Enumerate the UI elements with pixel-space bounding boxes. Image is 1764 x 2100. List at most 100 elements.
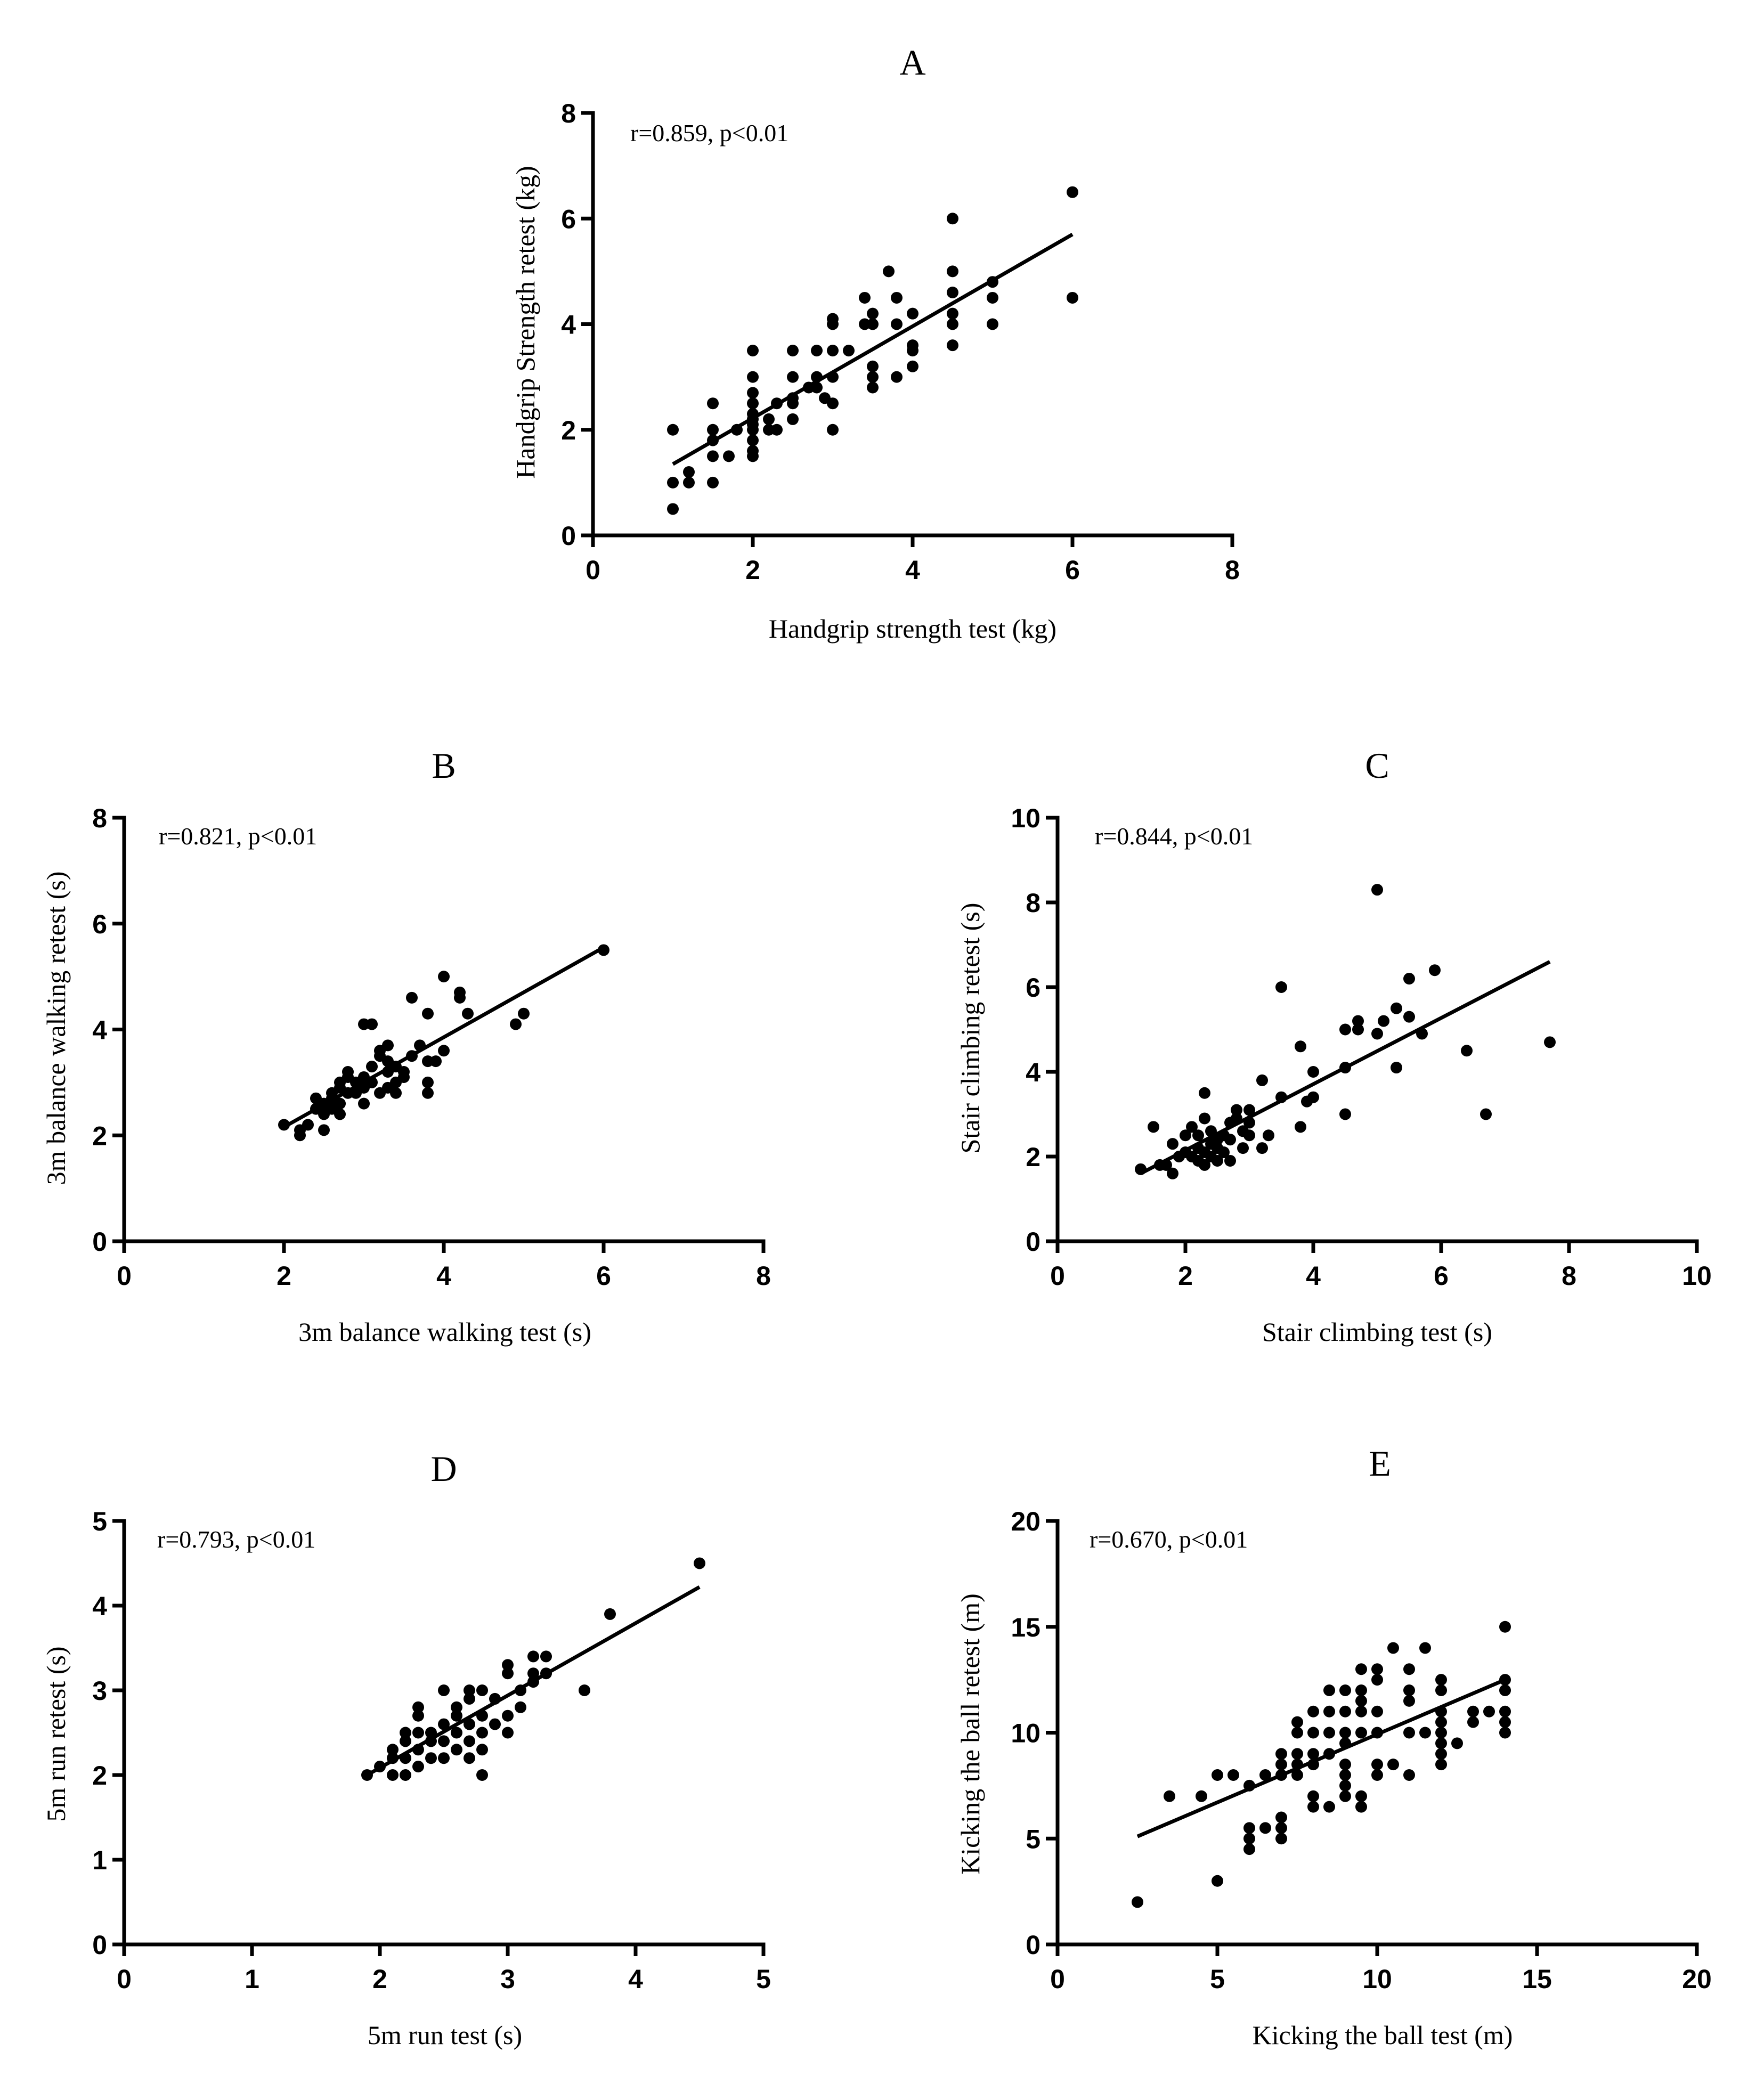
panel-e-data-point bbox=[1307, 1801, 1319, 1813]
panel-e-x-tick-label: 20 bbox=[1682, 1964, 1712, 1994]
panel-d-data-point bbox=[540, 1667, 552, 1680]
panel-e-data-point bbox=[1403, 1727, 1415, 1739]
panel-b-x-tick-label: 8 bbox=[756, 1261, 771, 1291]
panel-letter-e: E bbox=[1369, 1443, 1391, 1484]
panel-c-data-point bbox=[1218, 1146, 1230, 1159]
panel-a-data-point bbox=[747, 397, 759, 410]
panel-c-y-tick-label: 4 bbox=[1026, 1057, 1040, 1087]
panel-e-data-point bbox=[1419, 1642, 1431, 1654]
panel-e-data-point bbox=[1275, 1822, 1287, 1834]
panel-d-data-point bbox=[515, 1684, 526, 1696]
panel-d-x-tick-label: 3 bbox=[500, 1964, 515, 1994]
panel-e-data-point bbox=[1291, 1759, 1303, 1771]
panel-c-data-point bbox=[1256, 1142, 1268, 1154]
panel-d-y-tick-label: 4 bbox=[92, 1591, 107, 1621]
panel-a-data-point bbox=[827, 345, 839, 357]
panel-d-data-point bbox=[540, 1650, 552, 1663]
panel-c-data-point bbox=[1199, 1159, 1210, 1171]
panel-a-data-point bbox=[907, 360, 918, 372]
panel-e-data-point bbox=[1387, 1759, 1399, 1771]
panel-a-data-point bbox=[987, 318, 998, 330]
panel-d-data-point bbox=[412, 1727, 424, 1739]
panel-c-data-point bbox=[1461, 1045, 1473, 1057]
panel-e-data-point bbox=[1403, 1663, 1415, 1675]
panel-a-data-point bbox=[771, 397, 783, 410]
panel-c-data-point bbox=[1275, 1091, 1287, 1103]
panel-c-data-point bbox=[1307, 1066, 1319, 1078]
panel-a-data-point bbox=[891, 291, 903, 304]
panel-c-data-point bbox=[1186, 1121, 1198, 1133]
panel-d-y-tick-label: 0 bbox=[92, 1930, 107, 1960]
panel-c-annotation: r=0.844, p<0.01 bbox=[1095, 823, 1253, 850]
panel-e-data-point bbox=[1371, 1759, 1383, 1771]
panel-e-data-point bbox=[1435, 1748, 1447, 1760]
panel-d-data-point bbox=[387, 1752, 399, 1764]
panel-c-data-point bbox=[1429, 964, 1441, 976]
panel-e-data-point bbox=[1499, 1705, 1511, 1718]
panel-e-data-point bbox=[1243, 1833, 1255, 1845]
panel-c-data-point bbox=[1403, 973, 1415, 985]
panel-b-y-tick-label: 2 bbox=[92, 1121, 107, 1151]
panel-a-data-point bbox=[867, 307, 879, 320]
panel-e-data-point bbox=[1371, 1705, 1383, 1718]
panel-a-data-point bbox=[707, 434, 719, 446]
panel-e-data-point bbox=[1435, 1716, 1447, 1728]
panel-b-data-point bbox=[438, 1045, 450, 1057]
panel-e-data-point bbox=[1355, 1790, 1367, 1802]
panel-e-data-point bbox=[1371, 1727, 1383, 1739]
panel-e-data-point bbox=[1499, 1684, 1511, 1696]
panel-e-data-point bbox=[1212, 1875, 1223, 1887]
panel-a-data-point bbox=[987, 291, 998, 304]
panel-d-data-point bbox=[476, 1710, 488, 1722]
panel-d-x-tick-label: 2 bbox=[372, 1964, 387, 1994]
panel-letter-b: B bbox=[432, 745, 456, 786]
panel-e-data-point bbox=[1307, 1748, 1319, 1760]
panel-a-data-point bbox=[907, 307, 918, 320]
panel-e-annotation: r=0.670, p<0.01 bbox=[1090, 1526, 1248, 1553]
panel-e-y-tick-label: 20 bbox=[1011, 1507, 1040, 1536]
panel-e-data-point bbox=[1435, 1727, 1447, 1739]
panel-d-data-point bbox=[451, 1744, 462, 1756]
panel-c-data-point bbox=[1243, 1117, 1255, 1129]
panel-b-data-point bbox=[414, 1039, 426, 1052]
panel-b-data-point bbox=[390, 1087, 402, 1099]
panel-d-data-point bbox=[451, 1727, 462, 1739]
panel-d-y-tick-label: 1 bbox=[92, 1845, 107, 1875]
panel-d-y-axis-title: 5m run retest (s) bbox=[41, 1646, 71, 1821]
panel-a-data-point bbox=[667, 503, 679, 515]
panel-a-data-point bbox=[907, 339, 918, 352]
panel-c-data-point bbox=[1167, 1167, 1178, 1179]
panel-a-data-point bbox=[667, 424, 679, 436]
panel-b-plot-area: 0 2 4 6 8 0 2 4 6 8 bbox=[92, 803, 771, 1291]
panel-a-x-tick-label: 6 bbox=[1065, 555, 1080, 585]
panel-c-data-point bbox=[1339, 1108, 1351, 1120]
panel-a-data-point bbox=[747, 408, 759, 420]
panel-c-data-point bbox=[1231, 1112, 1242, 1125]
panel-d-y-tick-label: 3 bbox=[92, 1676, 107, 1706]
panel-e-data-point bbox=[1323, 1727, 1335, 1739]
panel-e-data-point bbox=[1467, 1705, 1479, 1718]
panel-letter-c: C bbox=[1365, 745, 1389, 786]
panel-c-data-point bbox=[1180, 1129, 1191, 1142]
panel-d-data-point bbox=[400, 1735, 411, 1747]
panel-e-data-point bbox=[1355, 1801, 1367, 1813]
panel-e-data-point bbox=[1307, 1759, 1319, 1771]
panel-a-data-point bbox=[867, 360, 879, 372]
panel-e-y-tick-label: 0 bbox=[1026, 1930, 1040, 1960]
panel-a-x-tick-label: 0 bbox=[586, 555, 600, 585]
panel-c-data-point bbox=[1224, 1154, 1236, 1167]
panel-a-data-point bbox=[747, 387, 759, 399]
panel-e-plot-area: 0 5 10 15 20 0 5 10 15 20 bbox=[1011, 1507, 1711, 1994]
panel-e-data-point bbox=[1499, 1621, 1511, 1633]
panel-a-data-point bbox=[747, 371, 759, 383]
panel-a-annotation: r=0.859, p<0.01 bbox=[630, 119, 788, 146]
panel-a-y-tick-label: 6 bbox=[561, 204, 576, 234]
panel-c-plot-area: 0 2 4 6 8 10 0 2 4 6 8 10 bbox=[1011, 803, 1711, 1291]
panel-d-data-point bbox=[438, 1718, 450, 1730]
panel-d-data-point bbox=[476, 1769, 488, 1781]
panel-a-data-point bbox=[947, 318, 958, 330]
panel-d-data-point bbox=[476, 1744, 488, 1756]
panel-d-x-tick-label: 0 bbox=[117, 1964, 132, 1994]
panel-b-y-tick-label: 0 bbox=[92, 1227, 107, 1257]
panel-d-data-point bbox=[387, 1769, 399, 1781]
